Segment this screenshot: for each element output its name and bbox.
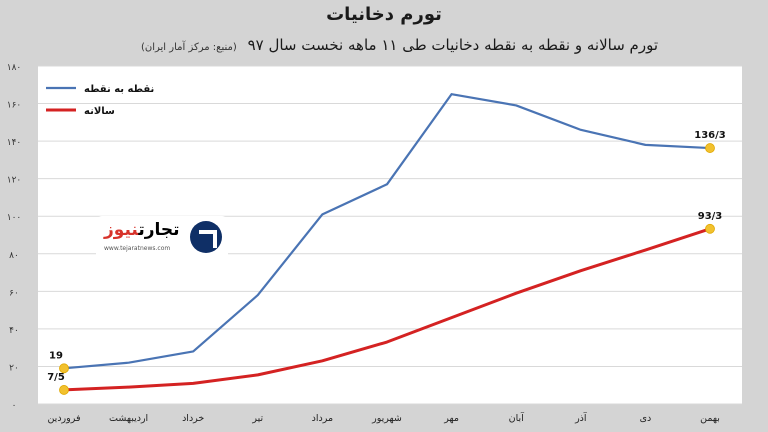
brand-logo-icon: [190, 221, 222, 253]
data-label: 19: [49, 350, 63, 361]
x-tick-label: مرداد: [312, 413, 333, 424]
x-tick-label: اردیبهشت: [109, 413, 148, 424]
source-note: (منبع: مرکز آمار ایران): [140, 42, 237, 53]
x-tick-label: دی: [640, 413, 652, 424]
watermark-brand: تجارتنیوز: [104, 220, 180, 240]
y-tick-label: ۴۰: [9, 326, 19, 336]
data-marker: [705, 143, 715, 153]
data-label: 7/5: [47, 372, 65, 383]
y-tick-label: ۸۰: [9, 251, 19, 261]
y-tick-label: ۲۰: [9, 363, 19, 373]
y-tick-label: ۰: [12, 401, 17, 411]
x-tick-label: بهمن: [700, 413, 720, 424]
x-tick-label: مهر: [443, 413, 459, 424]
y-tick-label: ۱۲۰: [7, 176, 22, 186]
chart-subtitle: تورم سالانه و نقطه به نقطه دخانیات طی ۱۱…: [141, 36, 658, 54]
data-marker: [705, 223, 715, 234]
data-label: 93/3: [698, 211, 723, 222]
x-tick-label: فروردین: [47, 413, 80, 424]
x-tick-label: آبان: [509, 411, 525, 424]
watermark-url: www.tejaratnews.com: [104, 245, 171, 252]
data-marker: [59, 385, 69, 395]
x-tick-label: خرداد: [182, 413, 204, 424]
y-tick-label: ۶۰: [9, 288, 19, 298]
x-tick-label: شهریور: [371, 413, 402, 424]
subtitle-text: تورم سالانه و نقطه به نقطه دخانیات طی ۱۱…: [247, 36, 658, 54]
data-label: 136/3: [694, 130, 726, 141]
series-line-1: [63, 93, 711, 370]
x-tick-label: آذر: [574, 411, 587, 424]
y-tick-label: ۱۰۰: [7, 213, 22, 223]
y-tick-label: ۱۶۰: [7, 101, 22, 111]
legend-label: نقطه به نقطه: [84, 84, 154, 95]
series-line-2: [63, 227, 711, 392]
y-tick-label: ۱۸۰: [7, 63, 22, 73]
x-tick-label: تیر: [251, 413, 263, 424]
brand-watermark: تجارتنیوز www.tejaratnews.com: [96, 216, 228, 260]
y-tick-label: ۱۴۰: [7, 138, 22, 148]
chart-title: تورم دخانیات: [326, 4, 442, 25]
data-marker: [59, 363, 69, 374]
legend-label: سالانه: [84, 106, 115, 117]
